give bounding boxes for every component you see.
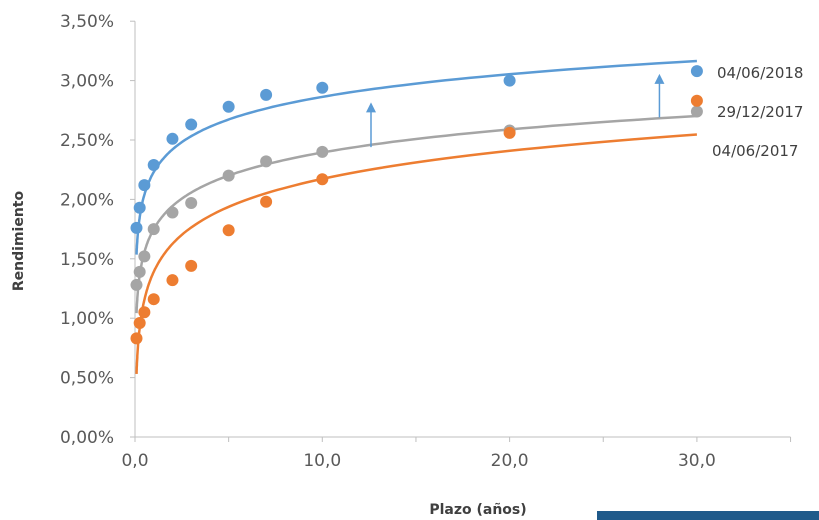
data-point	[130, 278, 143, 291]
annotation-arrows	[365, 73, 665, 148]
data-points	[130, 65, 703, 345]
data-point	[133, 201, 146, 214]
y-tick-label: 0,50%	[60, 369, 114, 389]
x-tick-label: 30,0	[678, 451, 716, 471]
data-point	[166, 132, 179, 145]
y-tick-label: 2,50%	[60, 131, 114, 151]
data-point	[690, 94, 703, 107]
data-point	[133, 316, 146, 329]
data-point	[138, 250, 151, 263]
y-tick-label: 1,00%	[60, 309, 114, 329]
x-axis-title: Plazo (años)	[429, 502, 526, 518]
x-tick-label: 10,0	[303, 451, 341, 471]
data-point	[147, 158, 160, 171]
data-point	[133, 265, 146, 278]
data-point	[138, 306, 151, 319]
data-point	[690, 105, 703, 118]
legend-label: 04/06/2018	[717, 64, 803, 82]
data-point	[166, 206, 179, 219]
data-point	[222, 224, 235, 237]
x-axis: 0,0 10,0 20,0 30,0	[121, 436, 792, 471]
data-point	[316, 145, 329, 158]
y-tick-label: 1,50%	[60, 250, 114, 270]
data-point	[130, 332, 143, 345]
data-point	[222, 169, 235, 182]
data-point	[260, 195, 273, 208]
data-point	[690, 65, 703, 78]
data-point	[260, 155, 273, 168]
y-tick-label: 2,00%	[60, 190, 114, 210]
trendlines	[135, 59, 697, 374]
data-point	[147, 223, 160, 236]
data-point	[130, 221, 143, 234]
legend-label: 29/12/2017	[717, 103, 803, 121]
y-tick-label: 3,00%	[60, 72, 114, 92]
x-tick-label: 0,0	[121, 451, 148, 471]
legend: 04/06/2018 29/12/2017 04/06/2017	[712, 64, 803, 160]
trendline	[135, 114, 697, 314]
data-point	[222, 100, 235, 113]
data-point	[185, 259, 198, 272]
legend-label: 04/06/2017	[712, 142, 798, 160]
x-tick-label: 20,0	[491, 451, 529, 471]
data-point	[316, 173, 329, 186]
data-point	[503, 74, 516, 87]
y-tick-label: 0,00%	[60, 428, 114, 448]
data-point	[166, 274, 179, 287]
y-axis-title: Rendimiento	[11, 191, 27, 292]
data-point	[185, 118, 198, 131]
trendline	[135, 133, 697, 374]
data-point	[185, 196, 198, 209]
y-axis: 0,00% 0,50% 1,00% 1,50% 2,00% 2,50% 3,00% 3,50%	[60, 12, 136, 448]
data-point	[138, 179, 151, 192]
data-point	[503, 126, 516, 139]
arrow-head	[365, 102, 376, 113]
arrow-head	[654, 73, 665, 84]
trendline	[135, 59, 697, 255]
data-point	[260, 88, 273, 101]
data-point	[316, 81, 329, 94]
data-point	[147, 293, 160, 306]
footer-accent-bar	[597, 511, 819, 520]
y-tick-label: 3,50%	[60, 12, 114, 32]
